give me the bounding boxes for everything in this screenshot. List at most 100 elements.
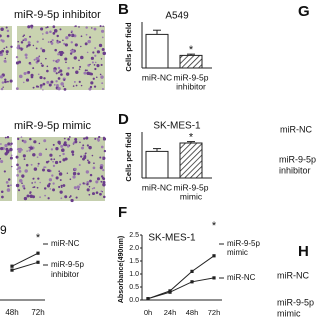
cell-dot	[96, 50, 100, 54]
cell-dot	[0, 87, 4, 91]
cell-dot	[17, 147, 20, 151]
cell-dot	[102, 169, 105, 172]
cell-dot	[7, 184, 10, 188]
cell-dot	[62, 152, 65, 156]
cell-dot	[72, 85, 75, 87]
cell-dot	[93, 85, 97, 88]
cell-dot	[59, 28, 62, 31]
cell-dot	[85, 170, 90, 174]
cell-dot	[79, 141, 81, 144]
cell-dot	[78, 59, 80, 62]
cell-dot	[95, 76, 98, 79]
image-label: miR-9-5p inhibitor	[14, 9, 101, 21]
cell-dot	[81, 146, 84, 150]
cell-dot	[32, 177, 35, 180]
cell-dot	[41, 64, 44, 67]
cell-dot	[52, 188, 56, 192]
cell-dot	[93, 27, 97, 31]
cell-dot	[63, 42, 66, 45]
cell-dot	[27, 43, 31, 47]
cell-dot	[3, 170, 6, 173]
cell-dot	[78, 80, 81, 83]
cell-dot	[88, 186, 91, 188]
label: miR-9-5p	[279, 154, 316, 164]
cell-dot	[1, 195, 4, 199]
cell-dot	[4, 143, 8, 148]
cell-dot	[62, 158, 66, 162]
y-tick-label: 1.0	[129, 271, 139, 278]
cell-dot	[75, 84, 78, 87]
cell-dot	[29, 146, 33, 150]
cell-dot	[87, 161, 91, 164]
cell-dot	[56, 39, 59, 42]
series-line	[11, 252, 39, 267]
cell-dot	[86, 188, 90, 192]
cell-dot	[62, 85, 65, 88]
cell-dot	[42, 89, 44, 91]
cell-dot	[17, 166, 21, 170]
cell-dot	[82, 182, 85, 185]
cell-dot	[46, 69, 49, 73]
cell-dot	[52, 164, 56, 167]
cell-dot	[37, 162, 40, 165]
cell-dot	[45, 57, 47, 60]
cell-dot	[87, 64, 90, 67]
cell-dot	[23, 38, 28, 42]
cell-dot	[22, 39, 25, 42]
cell-dot	[23, 140, 27, 144]
cell-dot	[6, 80, 9, 83]
cell-dot	[20, 41, 24, 44]
cell-dot	[23, 187, 26, 190]
cell-dot	[72, 66, 74, 69]
cell-dot	[54, 48, 57, 52]
marker	[190, 280, 194, 284]
cell-dot	[72, 171, 77, 176]
cell-dot	[63, 137, 66, 140]
cell-dot	[25, 78, 30, 82]
cell-dot	[37, 73, 40, 76]
panel-title: A549	[165, 11, 189, 22]
cell-dot	[85, 33, 88, 36]
cell-dot	[78, 26, 80, 28]
cell-dot	[36, 186, 39, 189]
label: inhibitor	[176, 81, 206, 91]
cell-dot	[91, 61, 94, 64]
cell-dot	[56, 83, 59, 87]
cell-dot	[84, 42, 88, 46]
marker	[146, 297, 150, 301]
cell-dot	[5, 50, 9, 54]
cell-dot	[6, 34, 10, 38]
cell-dot	[29, 63, 32, 66]
cell-dot	[6, 29, 10, 33]
cell-dot	[64, 43, 68, 47]
cell-dot	[6, 188, 11, 192]
cell-dot	[18, 178, 23, 183]
cell-dot	[93, 187, 96, 190]
cell-dot	[46, 65, 49, 68]
cell-dot	[100, 58, 103, 60]
cell-dot	[100, 180, 103, 183]
panel-letter: F	[118, 204, 127, 221]
x-tick-label: 72h	[31, 308, 44, 317]
cell-dot	[39, 196, 41, 198]
cell-dot	[57, 140, 61, 144]
panel-title: SK-MES-1	[153, 121, 201, 132]
cell-dot	[49, 188, 52, 190]
cell-dot	[39, 181, 41, 184]
label: miR-9-5p	[277, 297, 314, 307]
x-tick-label: 24h	[164, 308, 177, 317]
cell-dot	[46, 26, 49, 29]
x-tick-label: 72h	[208, 308, 221, 317]
cell-dot	[102, 180, 106, 184]
cell-dot	[103, 195, 106, 199]
panel-letter: G	[298, 3, 310, 20]
cell-dot	[86, 183, 89, 186]
cell-dot	[50, 158, 53, 161]
label: inhibitor	[51, 270, 79, 279]
cell-dot	[73, 56, 77, 60]
cell-dot	[60, 73, 63, 76]
cell-dot	[1, 39, 5, 43]
cell-dot	[60, 184, 63, 187]
cell-dot	[29, 195, 31, 197]
cell-dot	[5, 180, 9, 184]
